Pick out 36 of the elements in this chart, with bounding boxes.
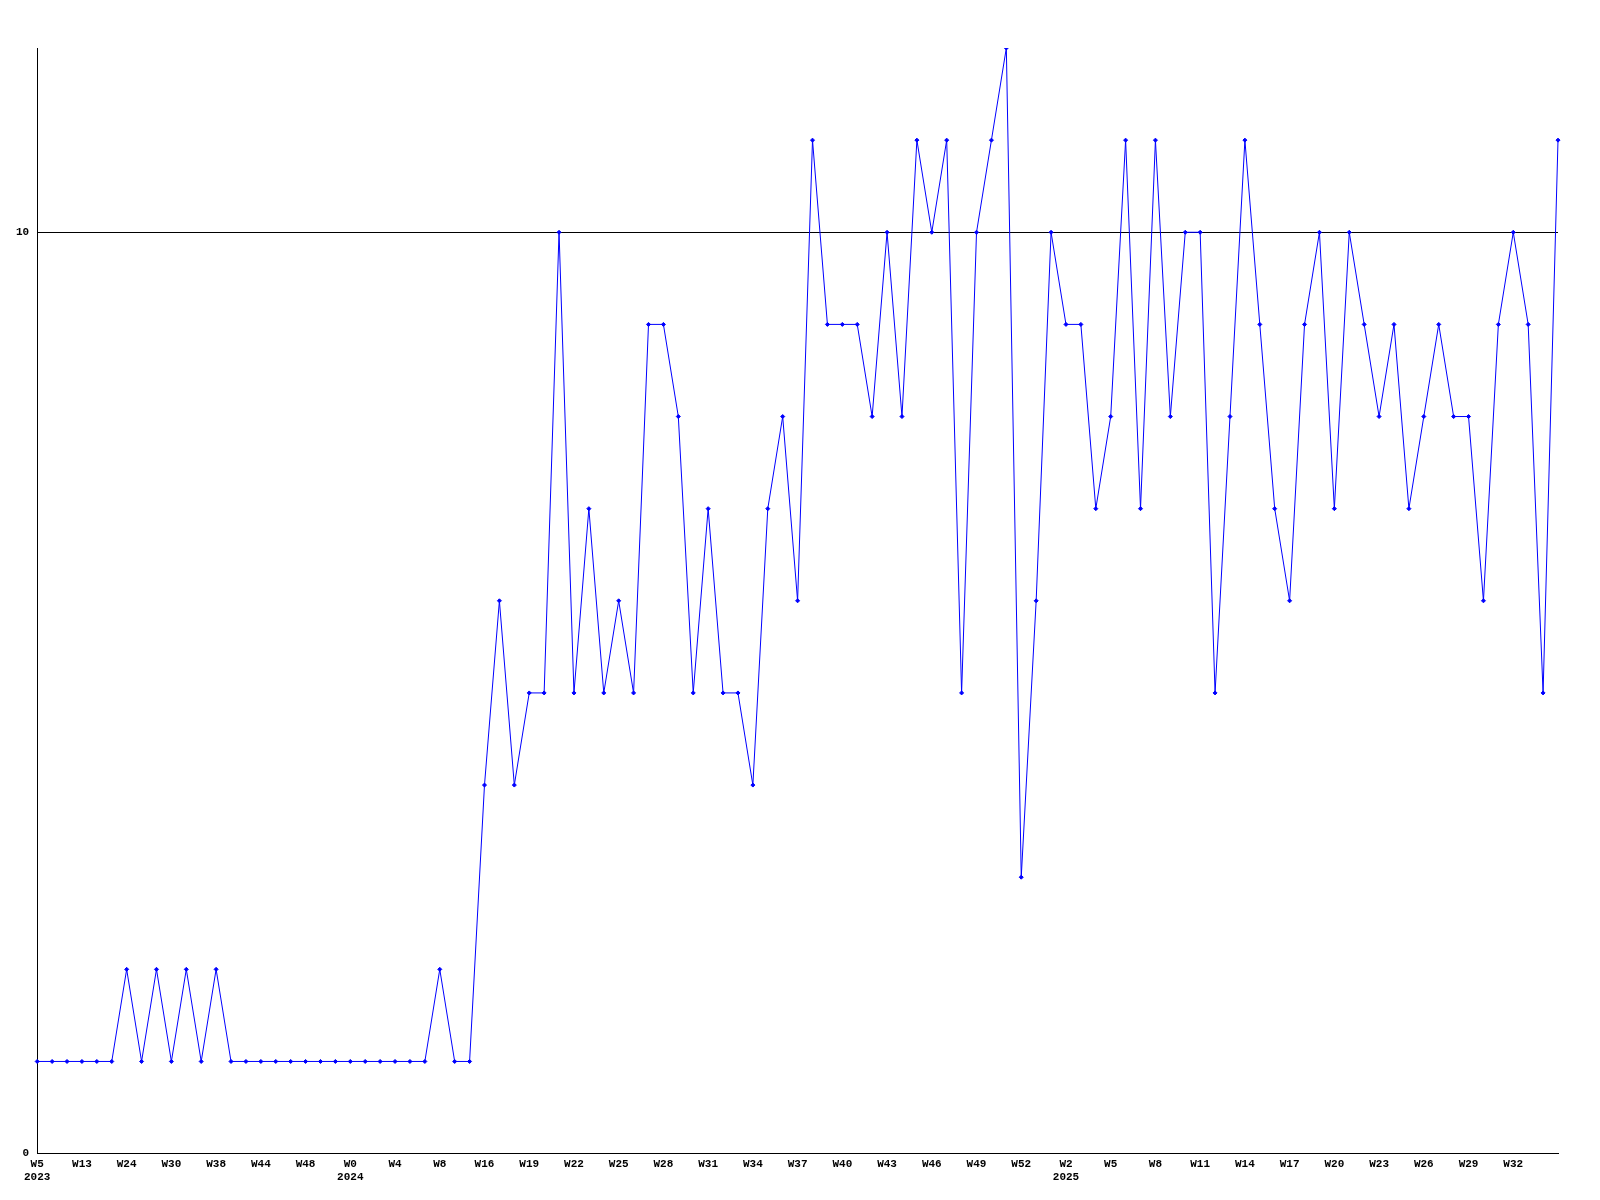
x-tick-label: W26 [1413,1157,1434,1170]
x-tick-label: W48 [295,1157,316,1170]
x-tick-label: W24 [116,1157,137,1170]
x-tick-label: W23 [1369,1157,1390,1170]
x-tick-label: W14 [1234,1157,1256,1170]
x-tick-label: W46 [921,1157,942,1170]
x-tick-label: W37 [787,1157,808,1170]
x-tick-label: W2 2025 [1052,1157,1080,1184]
x-tick-label: W31 [698,1157,719,1170]
x-tick-label: W11 [1190,1157,1211,1170]
x-tick-label: W0 2024 [337,1157,364,1184]
x-tick-label: W20 [1324,1157,1345,1170]
x-tick-label: W17 [1279,1157,1300,1170]
x-tick-label: W32 [1503,1157,1524,1170]
x-tick-label: W30 [161,1157,182,1170]
x-tick-label: W19 [519,1157,540,1170]
x-tick-label: W5 [1104,1157,1118,1170]
x-tick-label: W8 [433,1157,447,1170]
x-tick-label: W13 [72,1157,93,1170]
x-tick-label: W5 2023 [24,1157,51,1184]
x-tick-label: W38 [206,1157,227,1170]
x-tick-label: W44 [250,1157,272,1170]
x-tick-label: W43 [877,1157,898,1170]
x-tick-label: W22 [564,1157,584,1170]
x-tick-label: W16 [474,1157,495,1170]
x-tick-label: W52 [1011,1157,1032,1170]
x-tick-label: W28 [653,1157,674,1170]
x-tick-label: W25 [608,1157,629,1170]
x-tick-label: W34 [742,1157,764,1170]
y-tick-label: 10 [16,226,30,239]
y-tick-label: 0 [22,1147,30,1160]
x-tick-label: W8 [1148,1157,1163,1170]
x-tick-label: W4 [388,1157,403,1170]
x-tick-label: W40 [832,1157,853,1170]
x-tick-label: W49 [966,1157,987,1170]
x-tick-label: W29 [1458,1157,1479,1170]
